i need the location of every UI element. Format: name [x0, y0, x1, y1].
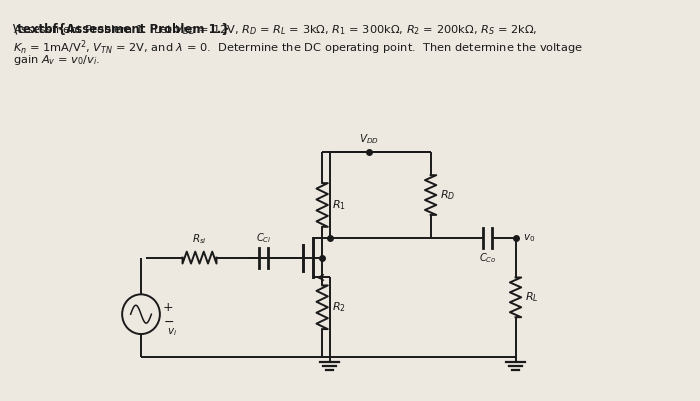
Text: $v_0$: $v_0$: [523, 232, 536, 244]
Text: $C_{Ci}$: $C_{Ci}$: [256, 231, 272, 245]
Text: \textbf{Assessment Problem 1.}: \textbf{Assessment Problem 1.}: [13, 23, 230, 36]
Text: $v_i$: $v_i$: [167, 326, 178, 338]
Text: $K_n$ = 1mA/V$^2$, $V_{TN}$ = 2V, and $\lambda$ = 0.  Determine the DC operating: $K_n$ = 1mA/V$^2$, $V_{TN}$ = 2V, and $\…: [13, 38, 582, 57]
Text: $R_2$: $R_2$: [332, 300, 346, 314]
Text: $C_{Co}$: $C_{Co}$: [479, 252, 496, 265]
Text: $V_{DD}$: $V_{DD}$: [359, 133, 379, 146]
Text: $R_L$: $R_L$: [525, 290, 538, 304]
Text: gain $A_v$ = $v_0/v_i$.: gain $A_v$ = $v_0/v_i$.: [13, 53, 100, 67]
Text: $R_1$: $R_1$: [332, 198, 346, 212]
Text: Assessment Problem 1.  Let $V_{DD}$ = 12V, $R_D$ = $R_L$ = 3k$\Omega$, $R_1$ = 3: Assessment Problem 1. Let $V_{DD}$ = 12V…: [13, 23, 537, 37]
Text: $-$: $-$: [162, 315, 174, 328]
Text: $R_{si}$: $R_{si}$: [192, 232, 207, 246]
Text: $R_D$: $R_D$: [440, 188, 456, 202]
Text: +: +: [162, 301, 174, 314]
